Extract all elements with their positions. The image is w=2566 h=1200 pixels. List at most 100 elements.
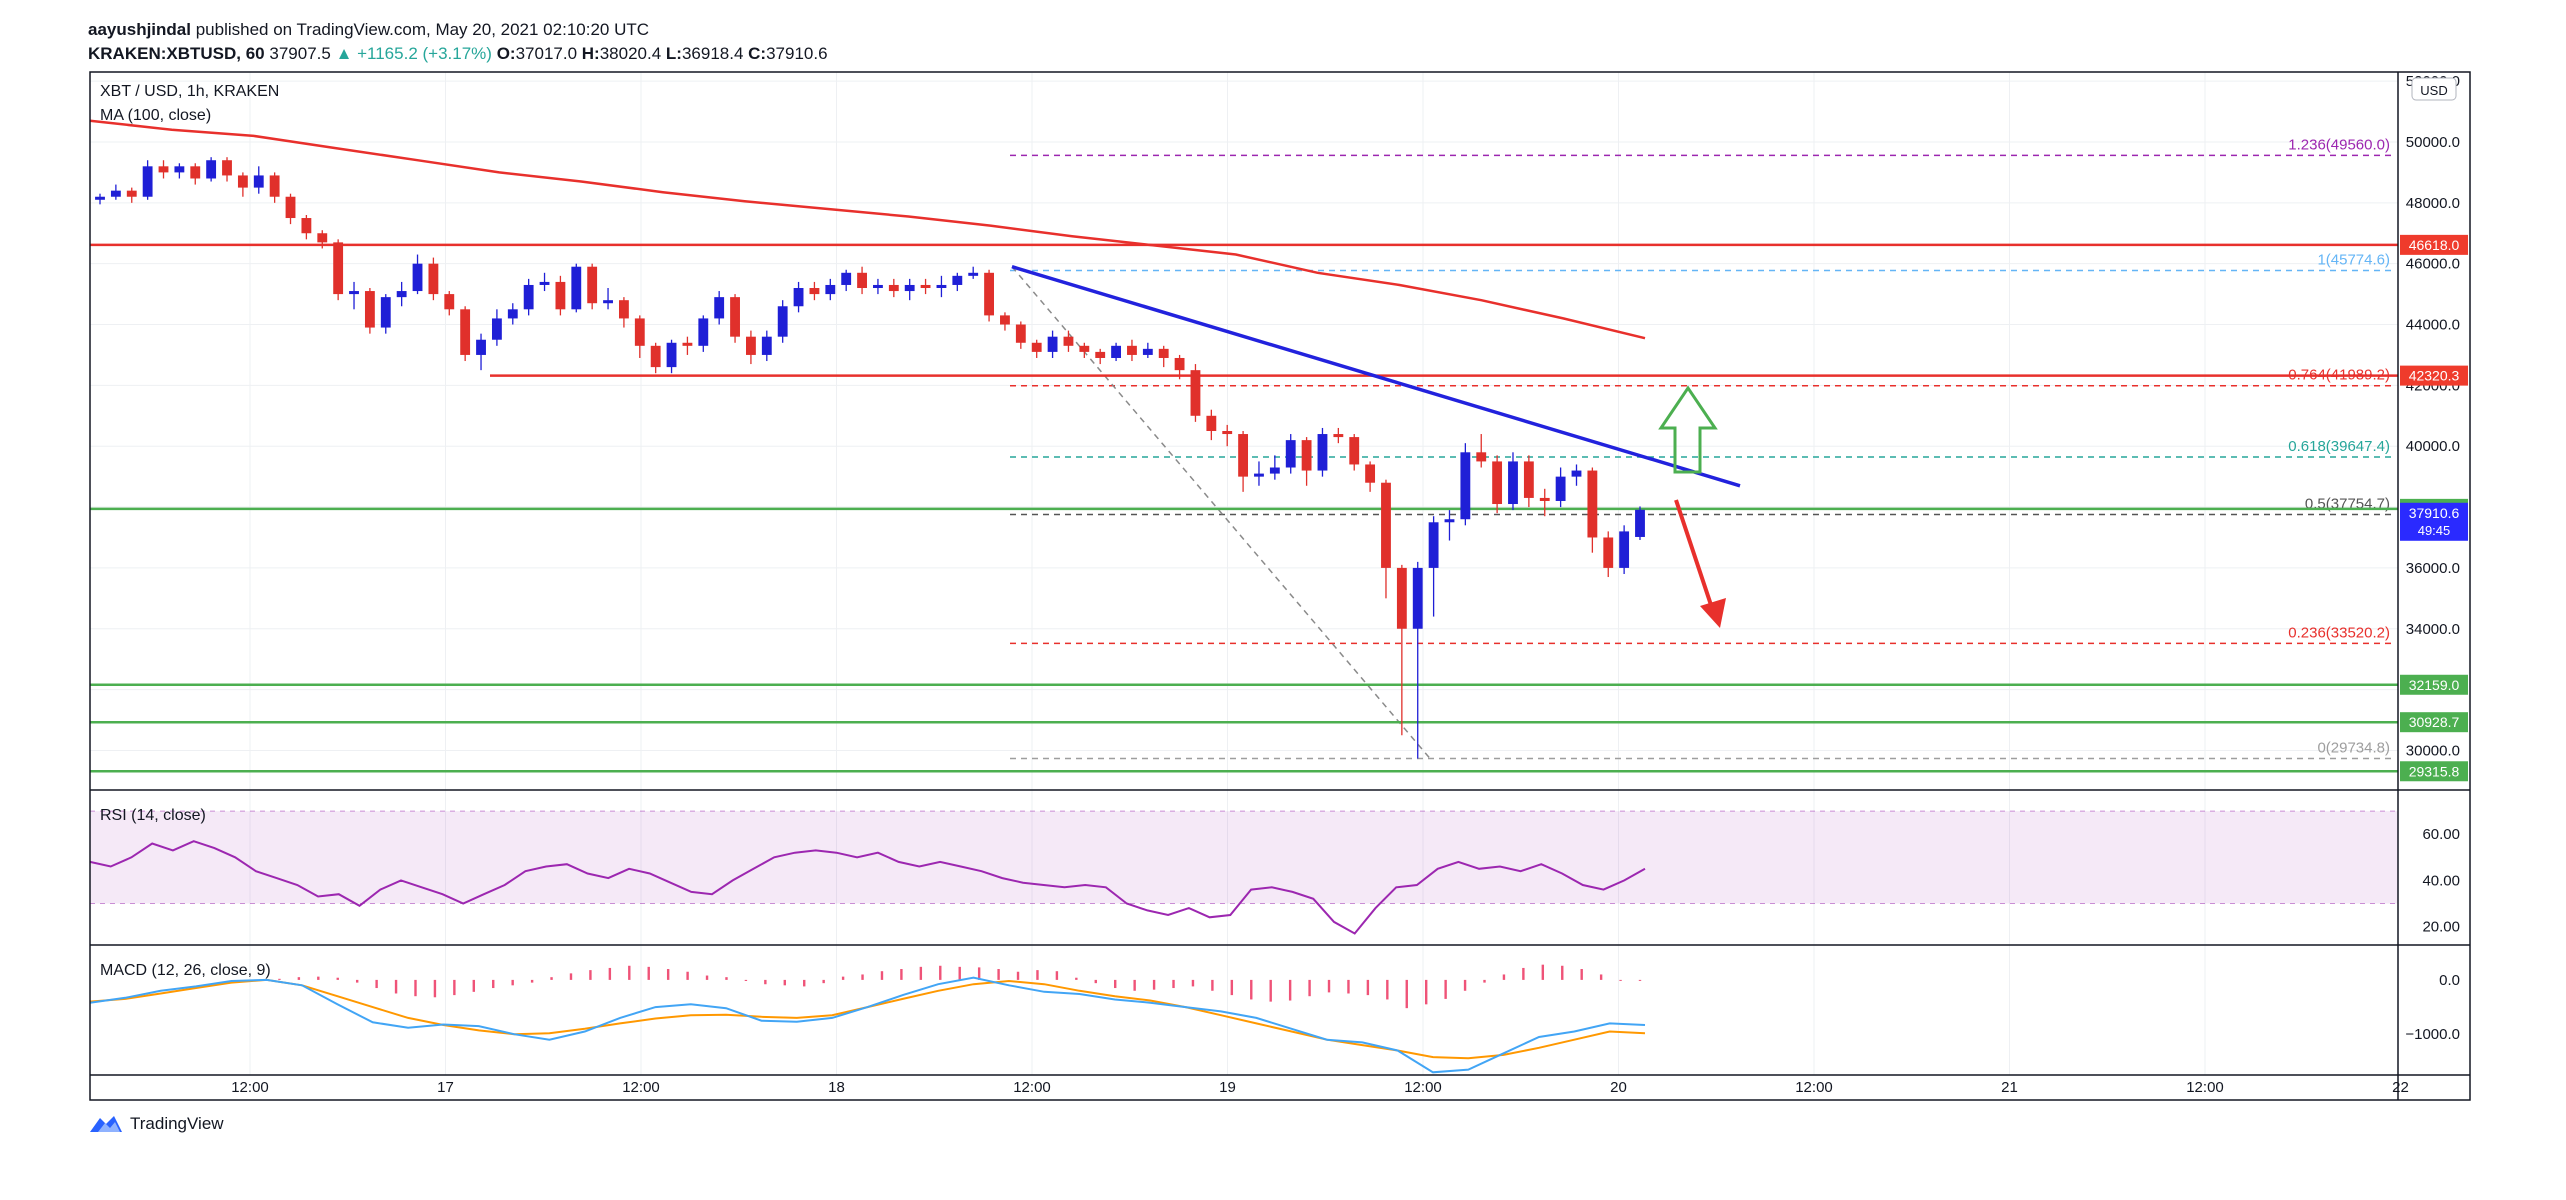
fib-diagonal [1011, 266, 1431, 759]
chart-title: XBT / USD, 1h, KRAKEN [100, 83, 279, 100]
rsi-title: RSI (14, close) [100, 807, 206, 824]
fib-level-label: 1.236(49560.0) [2288, 136, 2390, 153]
rsi-tick-label: 20.00 [2422, 919, 2460, 936]
macd-histogram-bar [1075, 977, 1078, 980]
candle [666, 339, 677, 374]
candle [1285, 434, 1296, 474]
macd-histogram-bar [861, 974, 864, 980]
candle [476, 333, 486, 371]
x-tick-label: 12:00 [2186, 1079, 2224, 1096]
candle-body [1285, 440, 1296, 468]
macd-histogram-bar [1424, 979, 1428, 1005]
candle [904, 278, 915, 301]
candle-body [1190, 370, 1201, 416]
candle [1381, 479, 1391, 599]
macd-histogram-bar [1463, 979, 1467, 991]
chart-header: aayushjindal published on TradingView.co… [88, 18, 828, 66]
candle-body [1047, 336, 1058, 352]
macd-tick-label: −1000.0 [2405, 1026, 2460, 1043]
macd-histogram-bar [1541, 964, 1545, 980]
candle [1015, 321, 1026, 349]
candle [714, 291, 725, 325]
candle-body [349, 291, 359, 295]
candle-body [333, 242, 344, 295]
candle [634, 315, 645, 358]
macd-histogram-bar [317, 976, 320, 980]
macd-histogram-bar [1308, 979, 1311, 997]
macd-histogram-bar [1366, 979, 1370, 996]
candle [269, 172, 280, 203]
candle-body [1460, 452, 1471, 520]
candle [380, 294, 391, 334]
currency-label: USD [2420, 83, 2447, 98]
candle [1508, 452, 1518, 511]
ma-legend: MA (100, close) [100, 107, 211, 124]
macd-histogram-bar [803, 979, 806, 987]
macd-histogram-bar [530, 979, 534, 983]
publish-info: published on TradingView.com, May 20, 20… [195, 20, 650, 39]
y-tick-label: 40000.0 [2406, 438, 2460, 455]
macd-histogram-bar [1055, 971, 1059, 980]
tradingview-brand[interactable]: TradingView [88, 1114, 224, 1134]
candle-body [285, 196, 296, 219]
price-label-box [2400, 234, 2468, 255]
x-tick-label: 12:00 [622, 1079, 660, 1096]
candle-body [857, 272, 867, 289]
candle-body [1444, 519, 1455, 523]
x-tick-label: 18 [828, 1079, 845, 1096]
candle [460, 306, 471, 362]
macd-histogram-bar [569, 973, 573, 980]
candle-body [666, 342, 677, 368]
macd-histogram-bar [997, 969, 1000, 980]
macd-histogram-bar [725, 977, 728, 980]
author-name[interactable]: aayushjindal [88, 20, 191, 39]
y-tick-label: 46000.0 [2406, 256, 2460, 273]
price-label-text: 30928.7 [2409, 714, 2460, 730]
candle-body [507, 309, 518, 319]
close-value: 37910.6 [766, 44, 828, 63]
fib-level-label: 0.236(33520.2) [2288, 624, 2390, 641]
candle-body [1523, 461, 1534, 498]
candle [841, 269, 852, 292]
candle [222, 157, 232, 182]
candle [412, 254, 423, 295]
candle-body [873, 284, 883, 289]
candle [1428, 516, 1439, 617]
candle [1349, 434, 1360, 471]
candle-body [142, 166, 153, 197]
macd-histogram-bar [1288, 979, 1292, 1001]
candle-body [237, 175, 248, 188]
candle-body [888, 284, 899, 292]
candle [1603, 531, 1614, 578]
candle [1301, 437, 1312, 486]
x-tick-label: 12:00 [1795, 1079, 1833, 1096]
macd-histogram-bar [1250, 979, 1253, 1000]
candle-body [380, 297, 391, 328]
macd-histogram-bar [841, 976, 845, 980]
macd-histogram-bar [1347, 979, 1350, 994]
candle-body [714, 297, 725, 319]
candle [682, 336, 693, 355]
price-pane[interactable]: XBT / USD, 1h, KRAKEN MA (100, close) 1.23… [89, 83, 2398, 773]
candle-body [428, 263, 439, 295]
macd-histogram-bar [1191, 979, 1195, 987]
fib-level-label: 0(29734.8) [2317, 740, 2390, 757]
rsi-tick-label: 60.00 [2422, 826, 2460, 843]
candle-body [634, 318, 645, 346]
macd-histogram-bar [1522, 967, 1525, 980]
macd-histogram-bar [375, 979, 378, 989]
price-axis[interactable]: 12:00 17 12:00 18 12:00 19 12:00 20 12:00 21 12:00… [231, 73, 2468, 1096]
candle-body [460, 309, 471, 355]
candle-body [444, 294, 455, 310]
candle-body [523, 284, 534, 310]
candle [1571, 464, 1582, 486]
price-label-box [2400, 674, 2468, 695]
macd-histogram-bar [822, 979, 825, 984]
macd-histogram-bar [783, 979, 786, 986]
macd-histogram-bar [1211, 979, 1214, 991]
macd-histogram-bar [1269, 979, 1272, 1002]
candle-body [253, 175, 264, 188]
open-label: O: [496, 44, 516, 63]
candle-body [841, 272, 852, 285]
